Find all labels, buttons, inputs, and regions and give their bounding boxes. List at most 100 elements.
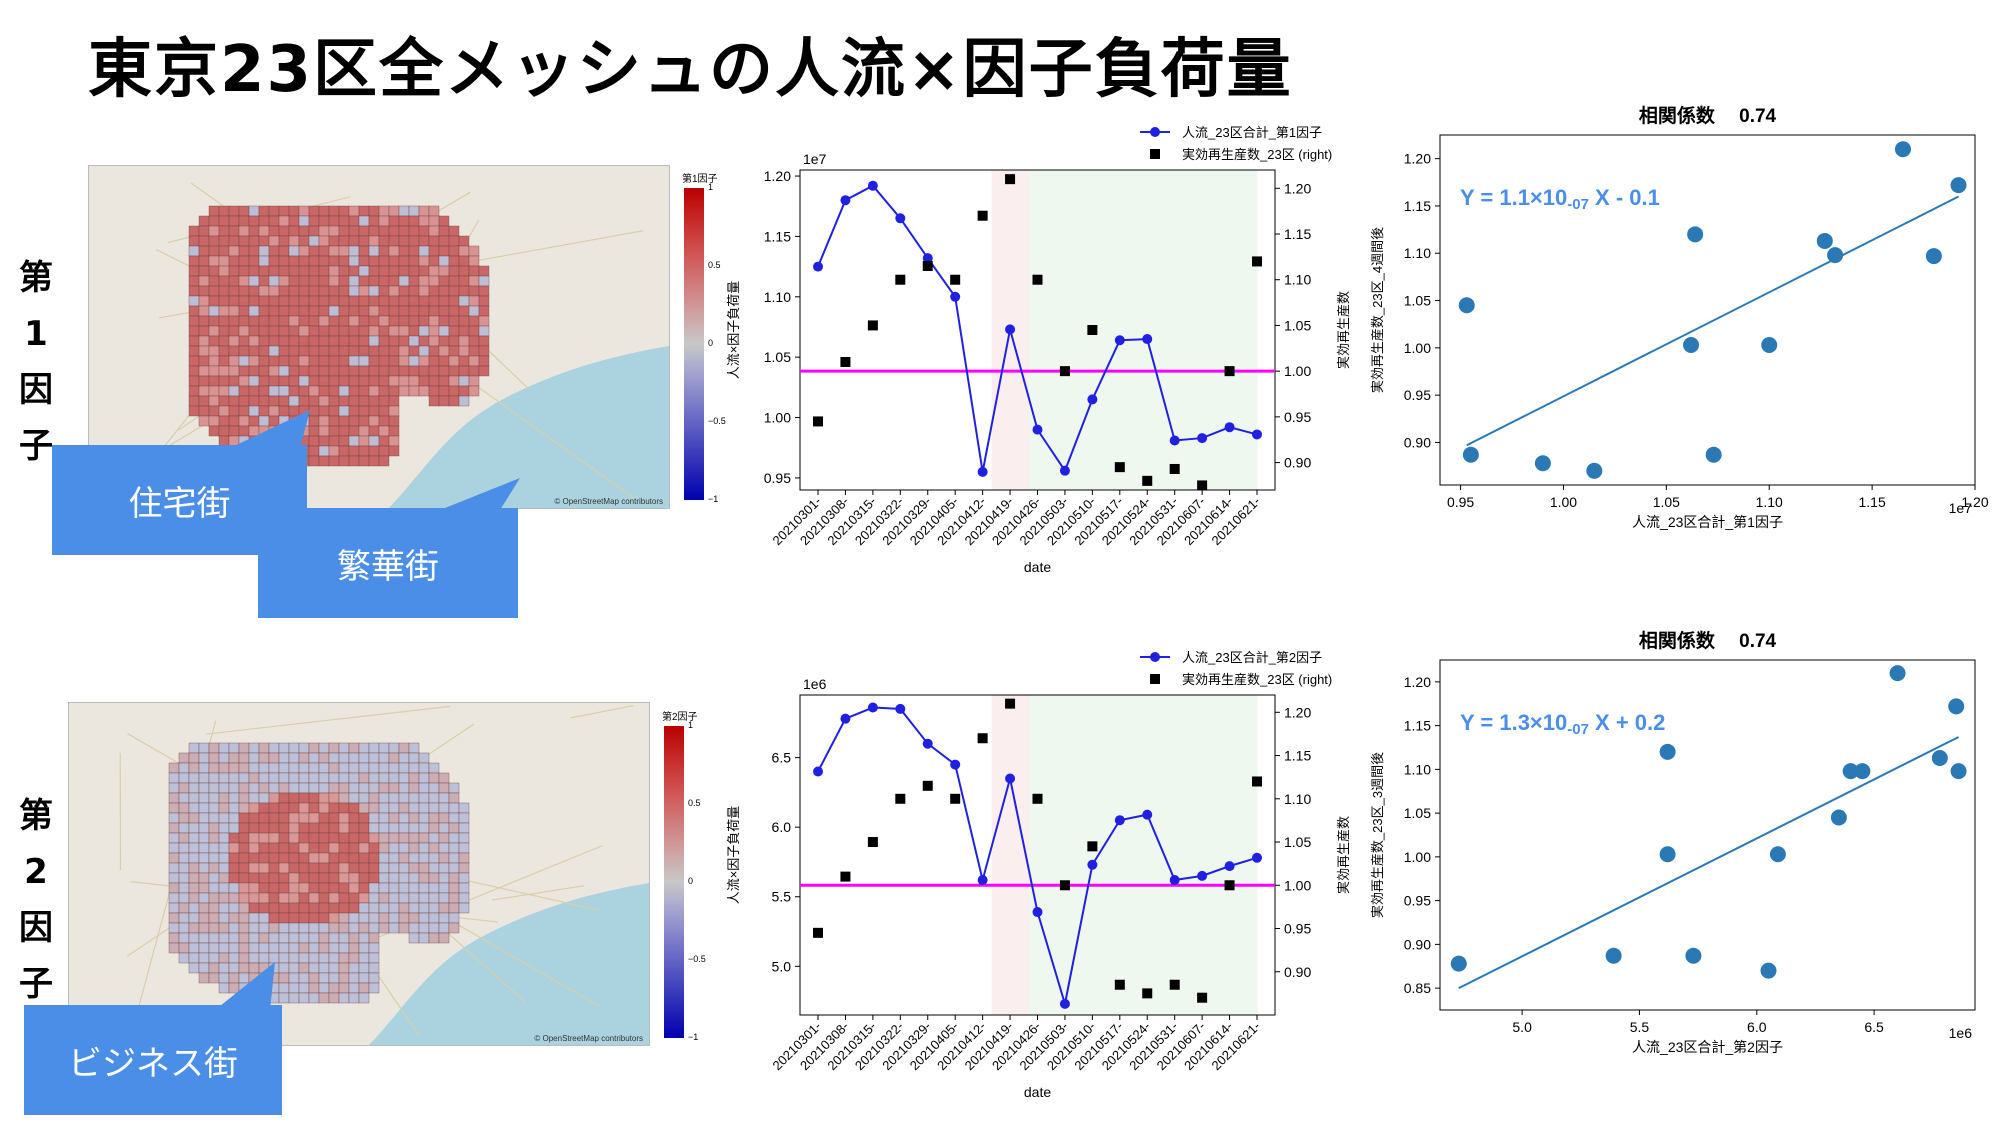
y-tick-label: 1.05 <box>1404 805 1431 821</box>
y-tick-label: 0.85 <box>1404 980 1431 996</box>
correlation-label: 相関係数 0.74 <box>1639 104 1777 127</box>
callout-tail-residential <box>230 410 310 448</box>
rt-marker <box>977 733 988 744</box>
y-tick-label: 0.95 <box>1404 893 1431 909</box>
scatter-point <box>1931 750 1948 766</box>
y-right-tick-label: 1.05 <box>1284 317 1311 333</box>
y-tick-label: 1.20 <box>1404 151 1431 167</box>
colorbar-tick: 0.5 <box>688 798 701 808</box>
rt-marker <box>1169 979 1180 990</box>
series-point <box>1197 433 1208 444</box>
y-tick-label: 6.5 <box>772 750 792 766</box>
series-point <box>895 213 906 224</box>
series-point <box>840 713 851 724</box>
colorbar1-title: 第1因子 <box>682 174 718 185</box>
y-right-tick-label: 1.20 <box>1284 180 1311 196</box>
scatter-point <box>1950 763 1967 780</box>
x-tick-label: 5.5 <box>1630 1019 1650 1035</box>
callout-tail-business <box>215 962 275 1010</box>
colorbar-tick: −1 <box>688 1032 699 1042</box>
rt-marker <box>1224 366 1235 377</box>
map-credit: © OpenStreetMap contributors <box>534 1034 643 1043</box>
series-point <box>1142 809 1153 820</box>
y-right-tick-label: 1.00 <box>1284 363 1311 379</box>
y-right-tick-label: 1.05 <box>1284 834 1311 850</box>
rt-marker <box>840 357 851 367</box>
mesh-cell <box>458 395 470 407</box>
mesh-cell <box>458 902 470 914</box>
scatter-point <box>1450 955 1467 972</box>
mesh-cell <box>358 992 370 1004</box>
series-point <box>1114 815 1125 826</box>
series-point <box>1197 870 1208 881</box>
offset-label: 1e6 <box>1949 1025 1973 1041</box>
y-tick-label: 1.10 <box>764 289 791 305</box>
y-tick-label: 0.95 <box>1404 387 1431 403</box>
factor2-mesh-map: © OpenStreetMap contributors <box>68 702 650 1046</box>
scatter-point <box>1889 665 1906 682</box>
legend-line-marker <box>1150 127 1160 137</box>
rt-marker <box>1005 698 1016 709</box>
plot-frame <box>1439 134 1976 486</box>
rt-marker <box>1169 463 1180 474</box>
y-axis-label: 人流×因子負荷量 <box>726 806 741 905</box>
x-tick-label: 0.95 <box>1447 494 1474 510</box>
y-right-tick-label: 0.95 <box>1284 921 1311 937</box>
trend-line <box>1458 736 1960 990</box>
map2-svg <box>69 703 649 1045</box>
x-tick-label: 1.05 <box>1653 494 1680 510</box>
y-axis-label: 人流×因子負荷量 <box>726 281 741 380</box>
colorbar-tick: 1 <box>708 182 714 192</box>
trend-line <box>1466 195 1959 447</box>
colorbar2-title: 第2因子 <box>662 712 698 723</box>
y-tick-label: 1.10 <box>1404 245 1431 261</box>
map-bay <box>369 883 649 1045</box>
rt-marker <box>922 780 933 791</box>
map-road <box>570 704 634 719</box>
rt-marker <box>1197 992 1208 1003</box>
plot-frame <box>1439 659 1976 1011</box>
series-point <box>840 195 851 206</box>
scatter-point <box>1586 462 1603 479</box>
map-credit: © OpenStreetMap contributors <box>554 497 663 506</box>
scatter-point <box>1458 297 1475 314</box>
y-right-tick-label: 1.00 <box>1284 877 1311 893</box>
series-point <box>1087 394 1098 405</box>
rt-marker <box>813 927 823 938</box>
rt-marker <box>840 871 851 882</box>
y-right-axis-label: 実効再生産数 <box>1336 291 1351 369</box>
y-tick-label: 0.90 <box>1404 936 1431 952</box>
series-point <box>1252 429 1262 440</box>
scatter-point <box>1760 962 1777 979</box>
scatter-point <box>1950 177 1967 194</box>
y-right-tick-label: 0.90 <box>1284 455 1311 471</box>
y-tick-label: 1.00 <box>1404 340 1431 356</box>
y-axis-label: 実効再生産数_23区_4週間後 <box>1370 227 1385 393</box>
y-tick-label: 0.90 <box>1404 434 1431 450</box>
series-point <box>1005 324 1016 335</box>
rt-marker <box>977 210 988 221</box>
factor1-scatter-chart: 相関係数 0.74 0.95 1.00 1.05 1.10 1.15 1.20 0.90 0.9… <box>1370 104 1989 530</box>
scatter-point <box>1830 809 1847 826</box>
x-tick-label: 1.20 <box>1961 494 1988 510</box>
y-tick-label: 1.00 <box>1404 849 1431 865</box>
x-axis-label: 人流_23区合計_第2因子 <box>1632 1039 1783 1055</box>
series-point <box>1087 859 1098 870</box>
scatter-point <box>1827 247 1844 264</box>
rt-marker <box>1114 979 1125 990</box>
legend-square-marker <box>1150 674 1160 684</box>
colorbar-tick: 0 <box>688 876 694 886</box>
scatter-point <box>1605 947 1622 964</box>
scatter-point <box>1534 455 1551 472</box>
series-point <box>977 466 988 477</box>
scatter-point <box>1842 763 1859 780</box>
y-tick-label: 1.15 <box>1404 198 1431 214</box>
y-tick-label: 1.15 <box>1404 718 1431 734</box>
rt-marker <box>1114 462 1125 473</box>
rt-marker <box>1142 988 1153 999</box>
rt-marker <box>950 274 961 285</box>
series-point <box>922 253 933 264</box>
rt-marker <box>813 416 823 427</box>
x-tick-label: 1.15 <box>1858 494 1885 510</box>
